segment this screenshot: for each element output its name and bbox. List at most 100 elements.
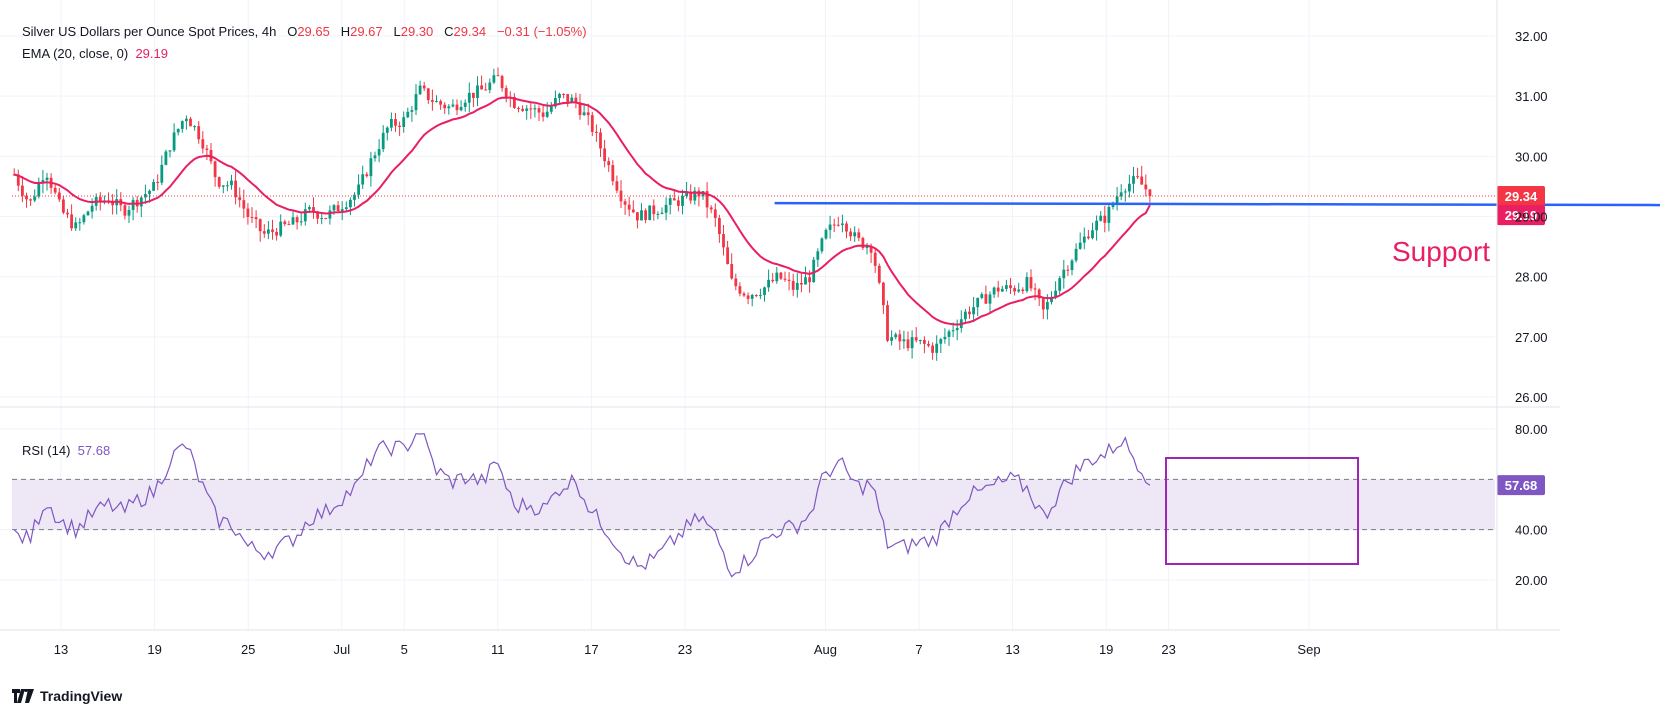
candle-body (927, 343, 930, 346)
rsi-label: RSI (14) (22, 443, 71, 458)
candle-body (131, 199, 135, 210)
candle-body (656, 213, 660, 215)
candle-body (996, 287, 1000, 292)
candle-body (672, 198, 676, 201)
candle-body (726, 247, 729, 265)
candle-body (1078, 242, 1082, 249)
ema-series (13, 96, 1151, 326)
price-tick-label: 32.00 (1515, 29, 1548, 44)
candle-body (349, 199, 352, 208)
candle-body (886, 305, 889, 341)
x-tick-label: 25 (241, 642, 255, 657)
low-value: 29.30 (400, 24, 434, 39)
candle-body (123, 205, 127, 216)
rsi-value: 57.68 (77, 443, 111, 458)
tradingview-logo[interactable]: TradingView (12, 688, 122, 704)
candle-body (898, 334, 902, 342)
candle-body (808, 277, 811, 283)
candle-body (816, 251, 820, 260)
candle-body (414, 94, 418, 111)
candle-body (533, 108, 537, 110)
x-tick-label: 23 (678, 642, 692, 657)
candle-body (447, 106, 451, 109)
candle-body (861, 237, 865, 248)
candle-body (603, 148, 606, 162)
candle-body (992, 287, 996, 295)
x-tick-label: 7 (915, 642, 922, 657)
candle-body (980, 294, 984, 298)
candle-body (1062, 269, 1066, 279)
candle-body (820, 238, 824, 252)
candle-body (41, 180, 45, 183)
candle-body (463, 102, 467, 107)
rsi-last-tag: 57.68 (1497, 475, 1545, 496)
candle-body (910, 337, 914, 349)
candle-body (636, 212, 639, 221)
candle-body (402, 117, 406, 127)
candle-body (763, 287, 766, 296)
brand-name: TradingView (40, 688, 123, 704)
candle-body (336, 205, 340, 211)
candle-body (865, 245, 869, 248)
candle-body (935, 343, 939, 353)
candle-body (492, 75, 496, 83)
candle-body (738, 286, 742, 294)
candle-body (1046, 302, 1049, 310)
candle-body (45, 177, 49, 181)
candle-body (902, 339, 906, 342)
candle-body (139, 197, 143, 207)
candle-body (168, 150, 172, 152)
candle-body (943, 336, 947, 340)
candle-body (283, 221, 287, 225)
high-value: 29.67 (350, 24, 383, 39)
low-label: L (393, 24, 401, 39)
candle-body (152, 181, 155, 191)
candle-body (242, 200, 246, 209)
price-tick-label: 26.00 (1515, 390, 1548, 405)
candle-body (615, 181, 619, 191)
rsi-tick-label: 80.00 (1515, 422, 1548, 437)
candle-body (1021, 289, 1025, 292)
candle-body (373, 155, 377, 159)
candle-body (664, 204, 668, 213)
candle-body (611, 165, 615, 182)
x-tick-label: Sep (1297, 642, 1320, 657)
candle-body (1000, 288, 1004, 292)
candle-body (74, 222, 78, 229)
candle-body (422, 85, 426, 89)
candle-body (291, 217, 295, 225)
candle-body (340, 209, 344, 211)
candle-body (1140, 176, 1144, 185)
ema-value: 29.19 (135, 46, 168, 61)
rsi-band (12, 478, 1495, 531)
candle-body (955, 328, 959, 331)
candle-body (623, 201, 627, 205)
candle-body (295, 217, 299, 223)
candle-body (1128, 183, 1131, 192)
candle-body (890, 337, 893, 341)
candle-body (976, 297, 980, 308)
candle-body (1074, 248, 1078, 261)
candle-body (779, 272, 783, 279)
candle-body (476, 85, 479, 98)
candle-body (472, 92, 475, 98)
last-price-tag-label: 29.34 (1505, 189, 1538, 204)
candle-body (791, 280, 795, 290)
candle-body (914, 337, 918, 341)
candle-body (746, 295, 750, 299)
candle-body (964, 311, 967, 320)
candle-body (1107, 207, 1111, 223)
candle-body (1017, 289, 1021, 292)
candle-body (1037, 289, 1041, 299)
close-value: 29.34 (453, 24, 487, 39)
candle-body (246, 208, 250, 218)
candle-body (853, 232, 857, 237)
candle-body (836, 224, 840, 226)
candle-body (582, 112, 586, 116)
candle-body (767, 279, 770, 288)
candle-body (443, 104, 447, 109)
price-tick-label: 31.00 (1515, 89, 1548, 104)
candle-body (693, 190, 697, 201)
candle-body (455, 104, 459, 111)
